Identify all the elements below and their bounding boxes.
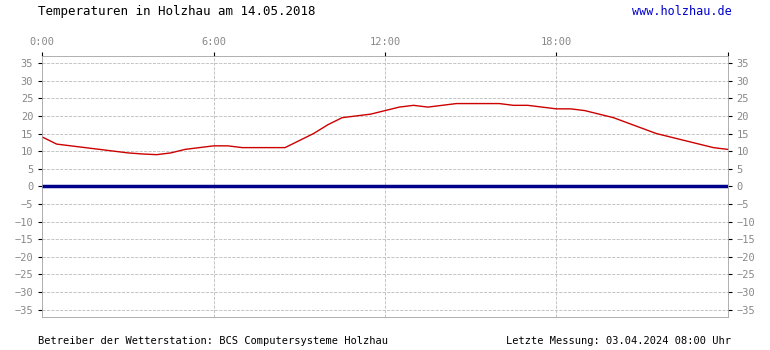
Text: www.holzhau.de: www.holzhau.de: [631, 5, 732, 18]
Text: Letzte Messung: 03.04.2024 08:00 Uhr: Letzte Messung: 03.04.2024 08:00 Uhr: [507, 336, 732, 346]
Text: Betreiber der Wetterstation: BCS Computersysteme Holzhau: Betreiber der Wetterstation: BCS Compute…: [38, 336, 389, 346]
Text: Temperaturen in Holzhau am 14.05.2018: Temperaturen in Holzhau am 14.05.2018: [38, 5, 316, 18]
